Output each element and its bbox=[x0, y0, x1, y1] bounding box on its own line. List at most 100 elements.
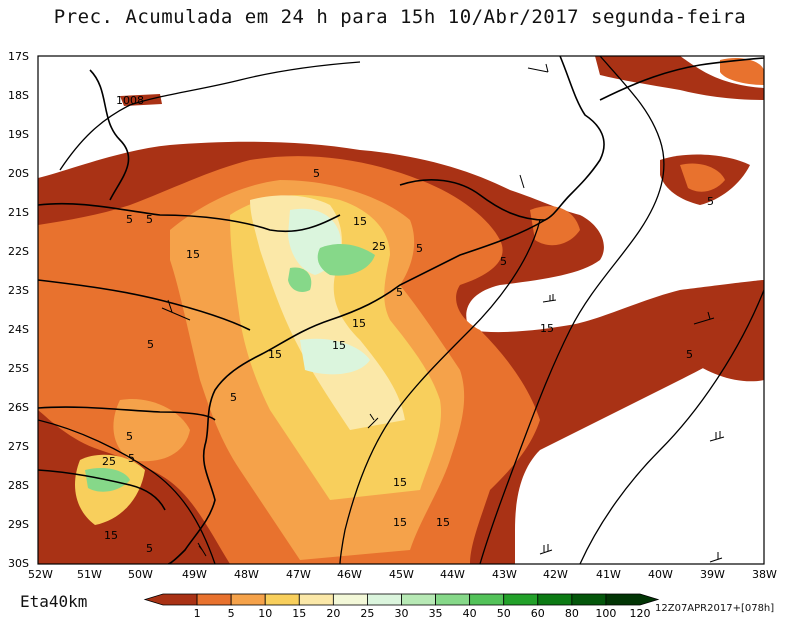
colorbar-label: 25 bbox=[360, 607, 374, 618]
pressure-label: 1008 bbox=[116, 94, 144, 107]
contour-label: 15 bbox=[332, 339, 346, 352]
contour-labels: 1008 5 5 5 15 15 25 5 5 5 15 15 5 15 5 5… bbox=[102, 94, 714, 555]
lat-label: 22S bbox=[8, 245, 29, 258]
lon-label: 42W bbox=[543, 568, 568, 581]
wind-barb bbox=[542, 294, 557, 303]
run-info: 12Z07APR2017+[078h] bbox=[655, 603, 775, 614]
lat-label: 19S bbox=[8, 128, 29, 141]
contour-label: 5 bbox=[147, 338, 154, 351]
wind-barb bbox=[709, 552, 723, 563]
precip-region-10-15 bbox=[113, 399, 190, 462]
lat-label: 27S bbox=[8, 440, 29, 453]
contour-label: 15 bbox=[352, 317, 366, 330]
colorbar-segment bbox=[537, 593, 573, 606]
colorbar-segment bbox=[401, 593, 436, 606]
contour-label: 15 bbox=[186, 248, 200, 261]
contour-label: 5 bbox=[686, 348, 693, 361]
contour-label: 5 bbox=[500, 255, 507, 268]
colorbar-label: 30 bbox=[395, 607, 409, 618]
state-border bbox=[38, 202, 341, 233]
precip-region-5-10 bbox=[680, 163, 725, 192]
wind-barb bbox=[539, 544, 553, 555]
isobar-line bbox=[579, 289, 764, 564]
precip-region-25-30 bbox=[300, 338, 370, 375]
contour-label: 5 bbox=[416, 242, 423, 255]
isobar-line bbox=[339, 219, 541, 564]
colorbar-segment bbox=[435, 593, 471, 606]
state-border bbox=[38, 406, 216, 421]
precip-region-5-10 bbox=[720, 58, 764, 85]
state-border bbox=[399, 179, 546, 221]
colorbar-label: 40 bbox=[463, 607, 477, 618]
state-border bbox=[599, 57, 764, 101]
colorbar-segment bbox=[264, 593, 300, 606]
lon-label: 50W bbox=[128, 568, 153, 581]
contour-label: 25 bbox=[372, 240, 386, 253]
wind-barb bbox=[367, 413, 379, 429]
contour-label: 15 bbox=[104, 529, 118, 542]
colorbar-segment bbox=[367, 593, 402, 606]
wind-barb bbox=[519, 174, 525, 189]
precip-region-35-40 bbox=[317, 244, 375, 276]
lon-label: 40W bbox=[648, 568, 673, 581]
colorbar-segment bbox=[143, 593, 198, 606]
colorbar-segment bbox=[571, 593, 607, 606]
state-border bbox=[38, 469, 166, 511]
lon-label: 46W bbox=[337, 568, 362, 581]
colorbar-label: 80 bbox=[565, 607, 579, 618]
lat-label: 29S bbox=[8, 518, 29, 531]
colorbar-segment bbox=[230, 593, 266, 606]
contour-label: 15 bbox=[393, 516, 407, 529]
wind-barb bbox=[527, 63, 549, 73]
lon-label: 47W bbox=[286, 568, 311, 581]
lat-label: 17S bbox=[8, 50, 29, 63]
wind-barbs bbox=[161, 63, 725, 563]
isobar-line bbox=[479, 56, 665, 564]
state-border bbox=[89, 69, 130, 201]
contour-label: 5 bbox=[396, 286, 403, 299]
isobars bbox=[38, 56, 764, 564]
map-frame bbox=[37, 55, 765, 565]
lon-label: 52W bbox=[28, 568, 53, 581]
colorbar-label: 100 bbox=[595, 607, 616, 618]
lat-label: 28S bbox=[8, 479, 29, 492]
map-title: Prec. Acumulada em 24 h para 15h 10/Abr/… bbox=[53, 6, 747, 28]
colorbar-label: 20 bbox=[326, 607, 340, 618]
colorbar-label: 50 bbox=[497, 607, 511, 618]
colorbar-segment bbox=[298, 593, 334, 606]
contour-label: 5 bbox=[146, 542, 153, 555]
wind-barb bbox=[197, 542, 207, 557]
lat-label: 23S bbox=[8, 284, 29, 297]
contour-label: 5 bbox=[146, 213, 153, 226]
contour-label: 25 bbox=[102, 455, 116, 468]
state-border bbox=[38, 279, 251, 331]
contour-label: 5 bbox=[126, 430, 133, 443]
contour-label: 5 bbox=[707, 195, 714, 208]
lat-label: 20S bbox=[8, 167, 29, 180]
colorbar-segment bbox=[503, 593, 539, 606]
contour-label: 15 bbox=[393, 476, 407, 489]
contour-label: 5 bbox=[313, 167, 320, 180]
lon-label: 39W bbox=[700, 568, 725, 581]
colorbar-segment bbox=[196, 593, 232, 606]
precip-region-20-25 bbox=[250, 195, 405, 430]
longitude-axis: 52W 51W 50W 49W 48W 47W 46W 45W 44W 43W … bbox=[28, 568, 777, 581]
precip-region-1-5 bbox=[690, 320, 764, 382]
colorbar-segment bbox=[605, 593, 660, 606]
model-name: Eta40km bbox=[20, 592, 88, 611]
lon-label: 49W bbox=[182, 568, 207, 581]
colorbar-label: 60 bbox=[531, 607, 545, 618]
lon-label: 48W bbox=[234, 568, 259, 581]
wind-barb bbox=[709, 431, 725, 442]
lon-label: 45W bbox=[389, 568, 414, 581]
lat-label: 24S bbox=[8, 323, 29, 336]
lat-label: 18S bbox=[8, 89, 29, 102]
lon-label: 43W bbox=[492, 568, 517, 581]
contour-label: 5 bbox=[126, 213, 133, 226]
contour-label: 5 bbox=[128, 452, 135, 465]
precip-region-1-5 bbox=[120, 94, 162, 106]
colorbar-label: 35 bbox=[429, 607, 443, 618]
contour-label: 5 bbox=[230, 391, 237, 404]
lat-label: 26S bbox=[8, 401, 29, 414]
colorbar-label: 15 bbox=[292, 607, 306, 618]
